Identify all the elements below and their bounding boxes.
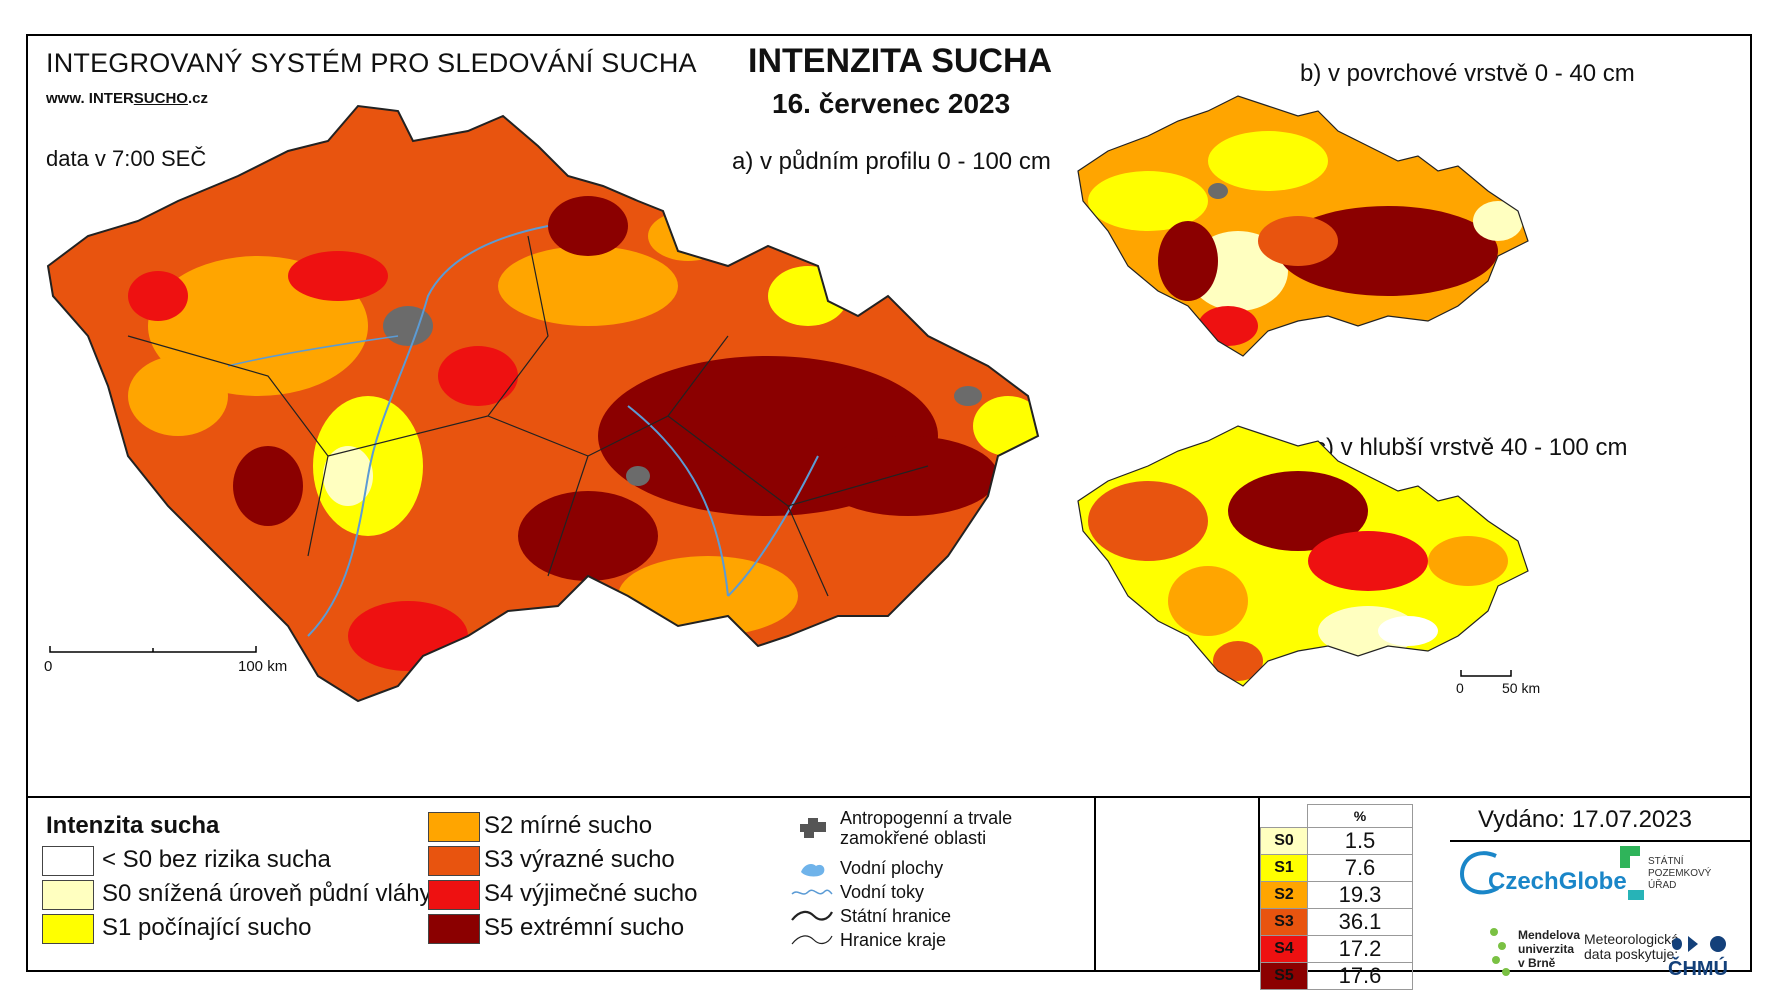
mendelu-logo: Mendelova univerzita v Brně [1518, 928, 1581, 970]
symbol-label-river: Vodní toky [840, 882, 925, 902]
percent-cls: S1 [1260, 854, 1308, 882]
website-prefix: www. INTER [46, 90, 134, 107]
czechglobe-logo: CzechGlobe [1488, 868, 1627, 895]
legend-label-s4: S4 výjimečné sucho [484, 880, 698, 907]
legend-divider-2 [1258, 798, 1260, 970]
legend-divider-1 [1094, 798, 1096, 970]
swatch-s1 [42, 914, 94, 944]
percent-value: 7.6 [1307, 854, 1413, 882]
percent-cls: S5 [1260, 962, 1308, 990]
percent-value: 19.3 [1307, 881, 1413, 909]
drought-map-main [46, 104, 1040, 703]
map-c-label: c) v hlubší vrstvě 40 - 100 cm [1314, 434, 1628, 461]
scale-main-start: 0 [44, 658, 53, 675]
legend-title: Intenzita sucha [46, 812, 220, 839]
drought-map-surface [1077, 95, 1529, 357]
swatch-s5 [428, 914, 480, 944]
percent-value: 1.5 [1307, 827, 1413, 855]
region-border-icon [791, 935, 833, 945]
mendelu-logo-icon [1490, 928, 1510, 976]
percent-cls: S0 [1260, 827, 1308, 855]
main-date: 16. červenec 2023 [772, 88, 1011, 119]
legend-label-s1: S1 počínající sucho [102, 914, 312, 941]
water-body-icon [801, 864, 825, 877]
swatch-s2 [428, 812, 480, 842]
spu-logo: STÁTNÍ POZEMKOVÝ ÚŘAD [1648, 856, 1712, 891]
swatch-s4 [428, 880, 480, 910]
main-title: INTENZITA SUCHA [748, 42, 1053, 80]
czechglobe-logo-icon [1459, 851, 1499, 895]
symbol-label-anthropogenic: Antropogenní a trvale zamokřené oblasti [840, 808, 1013, 848]
percent-value: 17.6 [1307, 962, 1413, 990]
anthropogenic-area-icon [800, 818, 826, 838]
river-icon [791, 889, 833, 895]
percent-header: % [1307, 804, 1413, 828]
scale-main-end: 100 km [238, 658, 288, 675]
scale-small-start: 0 [1456, 680, 1464, 696]
symbol-label-state-border: Státní hranice [840, 906, 952, 926]
percent-value: 17.2 [1307, 935, 1413, 963]
percent-value: 36.1 [1307, 908, 1413, 936]
drought-map-deep [1077, 425, 1529, 687]
system-title: INTEGROVANÝ SYSTÉM PRO SLEDOVÁNÍ SUCHA [46, 48, 697, 78]
swatch-s3 [428, 846, 480, 876]
legend-label-s0: S0 snížená úroveň půdní vláhy [102, 880, 432, 907]
percent-cls: S2 [1260, 881, 1308, 909]
website-underlined: SUCHO [133, 90, 188, 107]
percent-row-s4: S4 17.2 [1260, 935, 1413, 963]
percent-row-s5: S5 17.6 [1260, 962, 1413, 990]
legend-label-s5: S5 extrémní sucho [484, 914, 685, 941]
swatch-s0 [42, 880, 94, 910]
legend: Intenzita sucha < S0 bez rizika sucha S0… [28, 798, 1750, 990]
website-link[interactable]: www. INTERSUCHO.cz [46, 90, 208, 107]
map-b-label: b) v povrchové vrstvě 0 - 40 cm [1300, 60, 1635, 87]
percent-cls: S4 [1260, 935, 1308, 963]
legend-label-s2: S2 mírné sucho [484, 812, 653, 839]
website-suffix: .cz [187, 90, 208, 107]
spu-logo-icon [1620, 846, 1644, 900]
percent-table: % S0 1.5 S1 7.6 S2 19.3 S3 36.1 S4 17.2 [1260, 804, 1413, 990]
map-area: INTEGROVANÝ SYSTÉM PRO SLEDOVÁNÍ SUCHA w… [28, 36, 1750, 798]
chmu-logo-icon [1672, 936, 1726, 952]
issued-date: Vydáno: 17.07.2023 [1478, 806, 1692, 833]
map-frame: INTEGROVANÝ SYSTÉM PRO SLEDOVÁNÍ SUCHA w… [26, 34, 1752, 990]
percent-row-s1: S1 7.6 [1260, 854, 1413, 882]
meteo-provider-label: Meteorologická data poskytuje: [1584, 931, 1679, 962]
chmu-logo: ČHMÚ [1668, 958, 1728, 980]
percent-cls: S3 [1260, 908, 1308, 936]
state-border-icon [791, 910, 833, 921]
percent-row-s2: S2 19.3 [1260, 881, 1413, 909]
legend-label-s3: S3 výrazné sucho [484, 846, 675, 873]
symbol-label-water: Vodní plochy [840, 858, 944, 878]
scale-bar-small [1460, 670, 1512, 677]
legend-label-none: < S0 bez rizika sucha [102, 846, 331, 873]
symbol-label-region-border: Hranice kraje [840, 930, 947, 950]
percent-table-header: % [1261, 804, 1413, 828]
percent-row-s3: S3 36.1 [1260, 908, 1413, 936]
data-time: data v 7:00 SEČ [46, 146, 207, 171]
swatch-none [42, 846, 94, 876]
scale-small-end: 50 km [1502, 680, 1541, 696]
issued-divider [1450, 840, 1750, 842]
map-a-label: a) v půdním profilu 0 - 100 cm [732, 148, 1051, 175]
percent-row-s0: S0 1.5 [1260, 827, 1413, 855]
